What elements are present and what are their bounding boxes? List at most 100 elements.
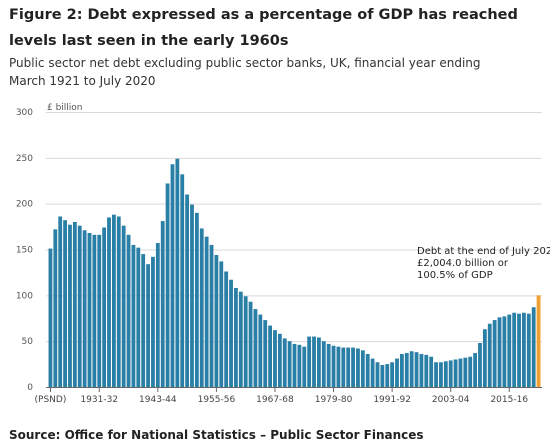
bar — [273, 330, 277, 387]
x-tick-label: 1943-44 — [139, 395, 177, 405]
bar — [492, 320, 497, 387]
bar — [268, 325, 272, 387]
bar — [53, 229, 58, 387]
bar — [224, 271, 229, 387]
bar — [190, 204, 194, 387]
bar — [487, 323, 492, 387]
x-tick-label: 1991-92 — [373, 395, 411, 405]
bar — [312, 336, 316, 387]
y-tick-label: 150 — [16, 246, 33, 256]
bar — [453, 359, 458, 387]
bar — [77, 225, 82, 387]
bar — [365, 354, 370, 387]
bar — [434, 362, 438, 387]
x-tick-label: 1967-68 — [256, 395, 294, 405]
bar-latest — [536, 295, 541, 387]
bar — [478, 343, 482, 387]
annotation-line-2: £2,004.0 billion or — [417, 258, 509, 269]
bar — [238, 291, 243, 387]
bar — [326, 343, 331, 387]
x-tick-label: 2003-04 — [432, 395, 470, 405]
bar — [277, 333, 282, 387]
page-subtitle: Public sector net debt excluding public … — [9, 56, 481, 88]
bar — [404, 353, 409, 387]
bar — [297, 344, 302, 387]
bar — [468, 356, 473, 387]
bar — [336, 346, 341, 387]
bar — [341, 347, 346, 387]
y-tick-label: 50 — [22, 337, 34, 347]
bar — [321, 341, 326, 387]
bar — [409, 351, 414, 387]
y-tick-label: 200 — [16, 200, 33, 210]
bar — [263, 320, 268, 387]
bar — [482, 329, 487, 387]
bar — [331, 345, 336, 387]
bar — [97, 234, 102, 387]
bar — [360, 350, 365, 387]
source-note: Source: Office for National Statistics –… — [9, 428, 424, 442]
annotation-line-3: 100.5% of GDP — [417, 270, 493, 281]
bar — [165, 183, 170, 387]
bar — [107, 217, 111, 387]
bar — [194, 212, 199, 387]
x-tick-label: 1931-32 — [80, 395, 118, 405]
bar — [375, 362, 380, 387]
bar — [136, 247, 141, 387]
bar — [419, 354, 424, 387]
bar — [512, 312, 517, 387]
bar — [282, 338, 287, 387]
bar — [141, 254, 146, 387]
bar — [121, 225, 126, 387]
bar — [424, 354, 429, 387]
bar — [473, 353, 478, 387]
bar — [111, 214, 116, 387]
bar — [522, 312, 526, 387]
bar — [307, 336, 312, 387]
bar — [48, 248, 53, 387]
y-axis-ticks: 0 50 100 150 200 250 300 — [16, 108, 33, 393]
bar — [292, 343, 297, 387]
bar — [346, 347, 351, 387]
bar — [395, 358, 399, 387]
bar — [146, 264, 150, 387]
y-axis-label: £ billion — [47, 103, 83, 113]
bar — [356, 348, 360, 387]
bar — [204, 236, 209, 387]
bar — [87, 233, 92, 387]
bar — [58, 216, 63, 387]
annotation: Debt at the end of July 2020 £2,004.0 bi… — [417, 246, 550, 281]
bar — [102, 227, 107, 387]
annotation-line-1: Debt at the end of July 2020 — [417, 246, 550, 257]
bar — [214, 255, 219, 387]
bar — [131, 244, 136, 387]
bar — [497, 317, 502, 387]
y-tick-label: 0 — [27, 383, 33, 393]
bar — [92, 234, 97, 387]
bar — [370, 358, 375, 387]
bar — [414, 352, 419, 387]
x-axis-ticks: (PSND) 1931-32 1943-44 1955-56 1967-68 1979-8… — [35, 388, 528, 405]
debt-bar-chart: 0 50 100 150 200 250 300 £ billion (PSND) 1931-… — [16, 103, 550, 405]
bar — [175, 158, 180, 387]
bar — [502, 316, 507, 387]
bar — [170, 164, 175, 387]
bar — [209, 244, 214, 387]
bar — [439, 362, 443, 387]
bar — [63, 220, 67, 387]
bar — [219, 261, 224, 387]
bar — [302, 346, 307, 387]
bar — [448, 360, 453, 387]
page-title: Figure 2: Debt expressed as a percentage… — [9, 7, 518, 49]
x-tick-label: 2015-16 — [490, 395, 528, 405]
bar — [526, 313, 531, 387]
bar — [243, 296, 248, 387]
bar — [351, 347, 355, 387]
bar — [258, 314, 263, 387]
bar — [443, 361, 448, 387]
bar — [72, 222, 77, 387]
bar — [126, 234, 131, 387]
y-tick-label: 300 — [16, 108, 33, 118]
bar — [531, 307, 536, 387]
bar — [429, 356, 434, 387]
